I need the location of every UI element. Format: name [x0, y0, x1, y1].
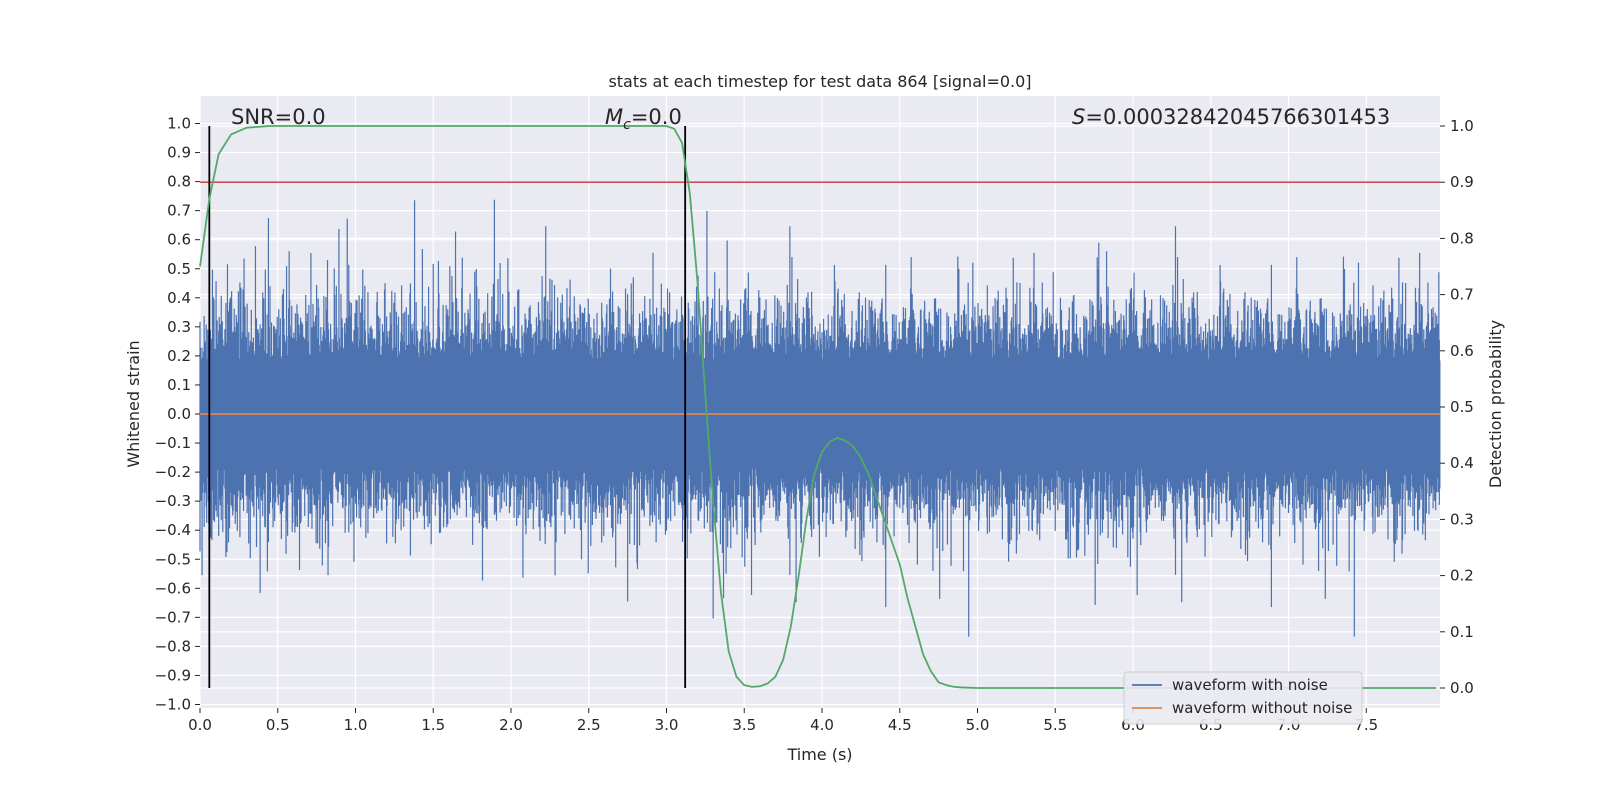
- x-tick-label: 5.0: [966, 716, 990, 734]
- y-right-tick-label: 0.3: [1450, 510, 1474, 528]
- annotation-s: S=0.0003284204576630145​3: [1072, 105, 1390, 129]
- chart-title: stats at each timestep for test data 864…: [608, 72, 1031, 91]
- y-left-tick-label: −0.6: [155, 579, 191, 597]
- x-tick-label: 3.5: [732, 716, 756, 734]
- annotation-mc-symbol: M: [605, 105, 623, 129]
- y-left-tick-label: −0.4: [155, 521, 191, 539]
- legend-box: [1123, 671, 1363, 725]
- y-right-axis-ticks: 1.0 0.9 0.8 0.7 0.6 0.5 0.4 0.3 0.2 0.1 0.0: [1440, 117, 1474, 697]
- y-right-tick-label: 1.0: [1450, 117, 1474, 135]
- y-left-axis-ticks: 1.0 0.9 0.8 0.7 0.6 0.5 0.4 0.3 0.2 0.1 0.0 −0.1 −0.…: [155, 115, 200, 714]
- y-right-tick-label: 0.1: [1450, 623, 1474, 641]
- x-tick-label: 4.5: [888, 716, 912, 734]
- y-left-tick-label: 0.8: [167, 173, 191, 191]
- y-left-tick-label: 0.9: [167, 144, 191, 162]
- legend: waveform with noise waveform without noi…: [1123, 671, 1363, 725]
- annotation-snr: SNR=0.0: [231, 105, 326, 129]
- detection-probability-line: [199, 125, 1437, 689]
- y-right-tick-label: 0.6: [1450, 342, 1474, 360]
- vertical-markers: [208, 126, 687, 688]
- annotation-s-value: =0.0003284204576630145​3: [1085, 105, 1390, 129]
- y-right-tick-label: 0.7: [1450, 286, 1474, 304]
- legend-entry-noise: waveform with noise: [1172, 676, 1328, 694]
- y-right-tick-label: 0.5: [1450, 398, 1474, 416]
- y-left-tick-label: −0.1: [155, 434, 191, 452]
- y-right-tick-label: 0.4: [1450, 454, 1474, 472]
- y-left-tick-label: 0.0: [167, 405, 191, 423]
- x-axis-label: Time (s): [786, 745, 852, 764]
- x-tick-label: 4.0: [810, 716, 834, 734]
- x-tick-label: 2.5: [577, 716, 601, 734]
- legend-entry-clean: waveform without noise: [1172, 699, 1352, 717]
- y-left-tick-label: −0.7: [155, 608, 191, 626]
- x-tick-label: 5.5: [1043, 716, 1067, 734]
- y-left-tick-label: 0.3: [167, 318, 191, 336]
- y-left-tick-label: 0.1: [167, 376, 191, 394]
- y-left-tick-label: 0.5: [167, 260, 191, 278]
- y-right-axis-label: Detection probability: [1486, 320, 1505, 488]
- annotation-s-symbol: S: [1072, 105, 1085, 129]
- y-left-tick-label: 0.2: [167, 347, 191, 365]
- x-axis-ticks: 0.0 0.5 1.0 1.5 2.0 2.5 3.0 3.5 4.0 4.5 5.0 5.5 6.0 6…: [188, 708, 1378, 734]
- y-left-tick-label: −0.9: [155, 666, 191, 684]
- x-tick-label: 0.0: [188, 716, 212, 734]
- annotation-mc-value: =0.0: [631, 105, 682, 129]
- y-left-tick-label: −0.8: [155, 637, 191, 655]
- y-right-tick-label: 0.0: [1450, 679, 1474, 697]
- y-right-tick-label: 0.9: [1450, 173, 1474, 191]
- y-left-tick-label: 0.4: [167, 289, 191, 307]
- x-tick-label: 1.0: [344, 716, 368, 734]
- y-left-tick-label: −0.2: [155, 463, 191, 481]
- y-left-tick-label: 1.0: [167, 115, 191, 133]
- y-right-tick-label: 0.2: [1450, 567, 1474, 585]
- y-left-axis-label: Whitened strain: [124, 340, 143, 467]
- annotation-mc-subscript: c: [623, 117, 631, 133]
- x-tick-label: 3.0: [655, 716, 679, 734]
- x-tick-label: 1.5: [421, 716, 445, 734]
- x-tick-label: 0.5: [266, 716, 290, 734]
- y-right-tick-label: 0.8: [1450, 229, 1474, 247]
- y-left-tick-label: −0.3: [155, 492, 191, 510]
- y-left-tick-label: 0.6: [167, 231, 191, 249]
- y-left-tick-label: −1.0: [155, 696, 191, 714]
- y-left-tick-label: 0.7: [167, 202, 191, 220]
- series-detection-probability: [199, 125, 1437, 689]
- x-tick-label: 2.0: [499, 716, 523, 734]
- y-left-tick-label: −0.5: [155, 550, 191, 568]
- annotation-mc: Mc=0.0: [605, 105, 682, 133]
